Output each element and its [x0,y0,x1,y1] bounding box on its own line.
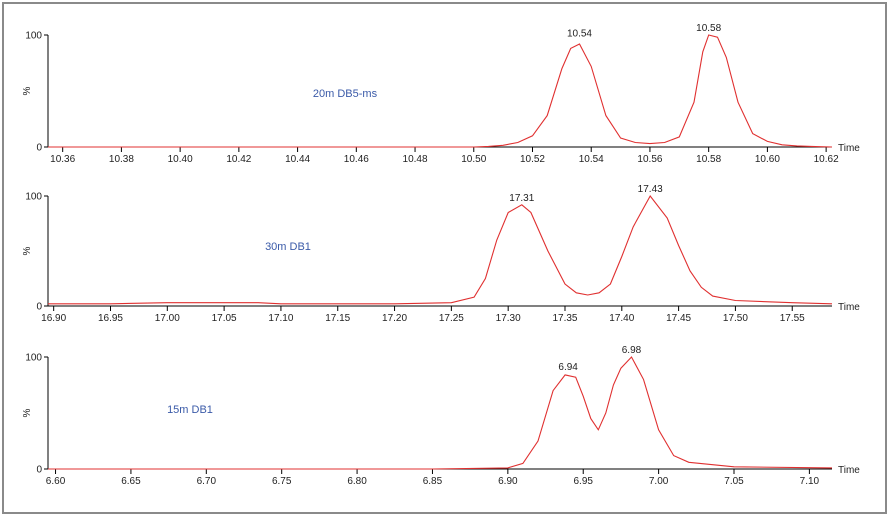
x-tick-label: 6.90 [498,476,518,487]
x-axis-label: Time [838,302,860,313]
peak-label: 10.58 [696,23,721,34]
x-tick-label: 6.60 [46,476,66,487]
y-tick-label: 0 [36,143,42,154]
column-annotation: 30m DB1 [265,241,311,253]
x-tick-label: 17.20 [382,313,407,324]
column-annotation: 15m DB1 [167,404,213,416]
peak-label: 6.94 [558,362,578,373]
x-tick-label: 17.25 [439,313,464,324]
x-tick-label: 7.05 [724,476,744,487]
series-line [48,195,833,305]
x-tick-label: 10.44 [285,154,310,165]
chart-panel-1: 0 100% 10.36 10.38 10.40 10.42 10.44 10.46 10.48… [22,23,860,165]
series-line [48,356,833,470]
peak-label: 6.98 [622,345,642,356]
x-tick-label: 17.10 [268,313,293,324]
peak-label: 10.54 [567,29,592,40]
x-tick-label: 17.00 [155,313,180,324]
y-axis-label: % [22,408,33,417]
x-tick-label: 10.50 [461,154,486,165]
x-tick-label: 10.40 [168,154,193,165]
x-tick-label: 7.00 [649,476,669,487]
x-tick-label: 17.50 [723,313,748,324]
x-tick-label: 6.80 [347,476,367,487]
x-tick-label: 17.30 [496,313,521,324]
x-axis-label: Time [838,143,860,154]
x-tick-label: 10.54 [579,154,604,165]
x-tick-label: 6.70 [197,476,217,487]
x-tick-label: 16.95 [98,313,123,324]
y-axis-label: % [22,246,33,255]
y-tick-label: 0 [36,465,42,476]
y-tick-label: 100 [25,31,42,42]
x-tick-label: 10.48 [403,154,428,165]
x-tick-label: 10.58 [696,154,721,165]
series-line [48,34,833,148]
x-tick-label: 10.56 [637,154,662,165]
x-tick-label: 17.55 [780,313,805,324]
x-tick-label: 17.05 [212,313,237,324]
y-tick-label: 0 [36,302,42,313]
x-tick-label: 10.62 [814,154,839,165]
column-annotation: 20m DB5-ms [313,88,378,100]
x-tick-label: 10.60 [755,154,780,165]
x-tick-label: 10.42 [226,154,251,165]
x-axis-label: Time [838,465,860,476]
chart-panel-2: 0 100% 16.90 16.95 17.00 17.05 17.10 17.15 17.20… [22,184,860,324]
peak-label: 17.43 [638,184,663,195]
x-tick-label: 6.75 [272,476,292,487]
x-tick-label: 17.45 [666,313,691,324]
x-tick-label: 10.52 [520,154,545,165]
x-tick-label: 10.46 [344,154,369,165]
peak-label: 17.31 [509,193,534,204]
x-tick-label: 17.15 [325,313,350,324]
x-tick-label: 6.95 [573,476,593,487]
x-tick-label: 17.35 [552,313,577,324]
y-axis-label: % [22,86,33,95]
x-tick-label: 16.90 [41,313,66,324]
y-tick-label: 100 [25,192,42,203]
x-tick-label: 10.38 [109,154,134,165]
chart-panel-3: 0 100% 6.60 6.65 6.70 6.75 6.80 6.85 6.90 6.95 7.0… [22,345,860,487]
x-tick-label: 17.40 [609,313,634,324]
x-tick-label: 10.36 [50,154,75,165]
x-tick-label: 6.65 [121,476,141,487]
y-tick-label: 100 [25,353,42,364]
x-tick-label: 6.85 [423,476,443,487]
x-tick-label: 7.10 [800,476,820,487]
